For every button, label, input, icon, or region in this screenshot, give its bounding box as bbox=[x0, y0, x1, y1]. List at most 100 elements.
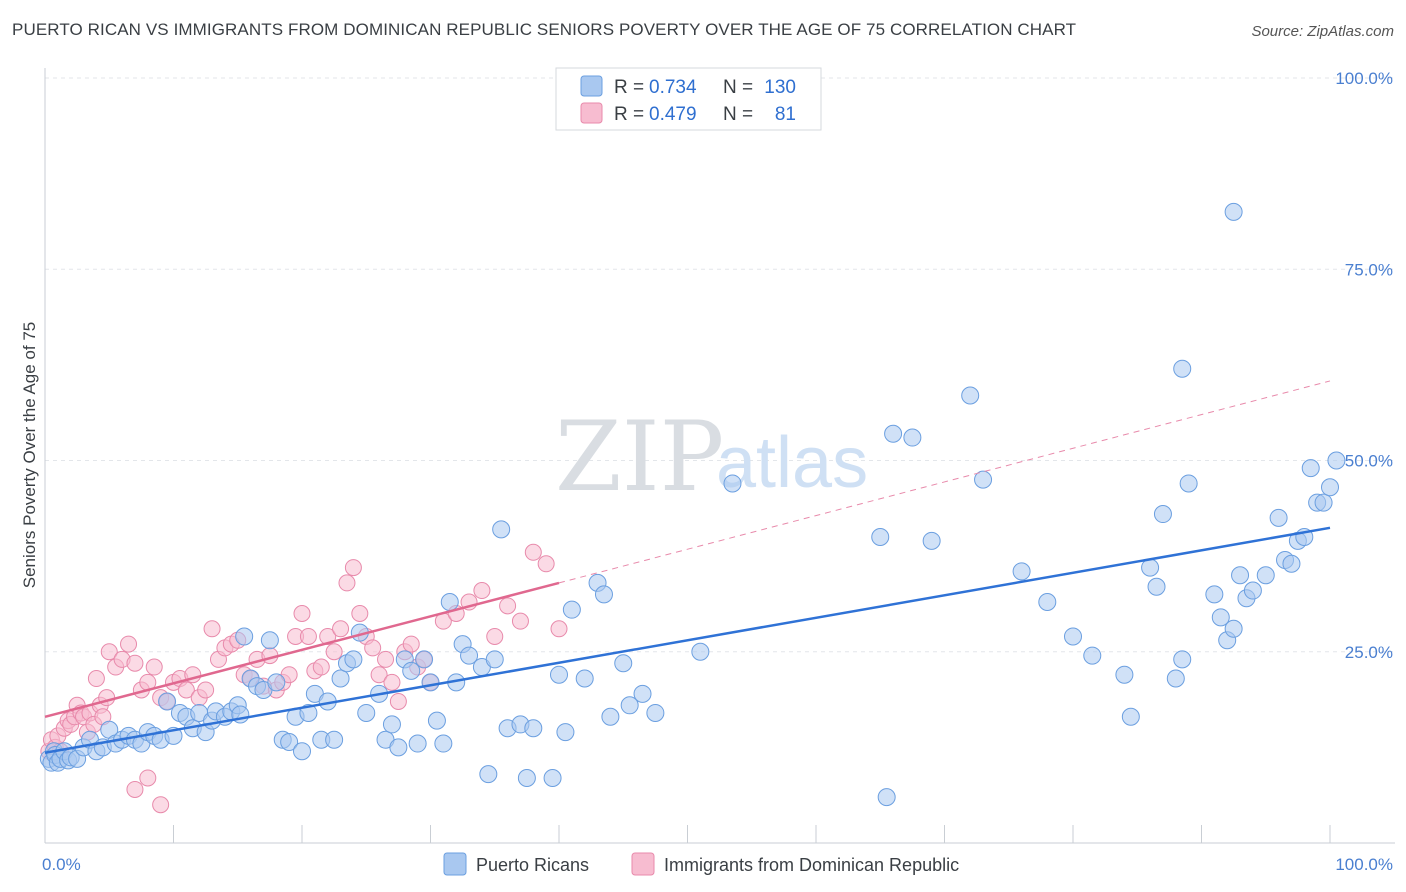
data-point-puerto-rican bbox=[1243, 581, 1262, 600]
legend-r-value: 0.479 bbox=[649, 104, 697, 125]
watermark-zip-text: ZIP bbox=[555, 401, 724, 513]
data-point-dominican bbox=[389, 692, 407, 710]
legend-bottom: Puerto Ricans Immigrants from Dominican … bbox=[443, 852, 959, 876]
data-point-puerto-rican bbox=[485, 650, 504, 669]
data-point-puerto-rican bbox=[427, 711, 446, 730]
legend-label-dominican: Immigrants from Dominican Republic bbox=[664, 855, 959, 875]
data-point-dominican bbox=[486, 627, 504, 645]
y-tick-label: 25.0% bbox=[1345, 643, 1393, 662]
data-point-puerto-rican bbox=[1269, 508, 1288, 527]
data-point-dominican bbox=[280, 666, 298, 684]
data-point-dominican bbox=[332, 620, 350, 638]
data-point-puerto-rican bbox=[460, 646, 479, 665]
axes bbox=[44, 68, 1395, 844]
legend-n-value: 130 bbox=[764, 77, 796, 98]
x-tick-label: 100.0% bbox=[1335, 855, 1393, 874]
data-point-puerto-rican bbox=[1231, 566, 1250, 585]
data-point-puerto-rican bbox=[1256, 566, 1275, 585]
data-point-puerto-rican bbox=[543, 768, 562, 787]
data-point-puerto-rican bbox=[633, 684, 652, 703]
watermark-atlas-text: atlas bbox=[716, 423, 868, 503]
data-point-puerto-rican bbox=[524, 719, 543, 738]
data-point-puerto-rican bbox=[440, 593, 459, 612]
data-point-dominican bbox=[550, 620, 568, 638]
data-point-dominican bbox=[319, 627, 337, 645]
x-tick-label: 0.0% bbox=[42, 855, 81, 874]
data-point-puerto-rican bbox=[344, 650, 363, 669]
data-point-dominican bbox=[126, 654, 144, 672]
data-point-dominican bbox=[537, 555, 555, 573]
legend-r-label: R = bbox=[614, 104, 644, 125]
legend-n-label: N = bbox=[723, 104, 753, 125]
data-point-puerto-rican bbox=[562, 600, 581, 619]
data-point-puerto-rican bbox=[479, 765, 498, 784]
data-point-puerto-rican bbox=[389, 738, 408, 757]
data-point-puerto-rican bbox=[382, 715, 401, 734]
data-point-puerto-rican bbox=[556, 723, 575, 742]
legend-swatch-puerto-ricans bbox=[580, 75, 603, 97]
data-point-puerto-rican bbox=[903, 428, 922, 447]
data-point-dominican bbox=[293, 605, 311, 622]
data-point-puerto-rican bbox=[594, 585, 613, 604]
data-point-puerto-rican bbox=[293, 742, 311, 761]
data-point-puerto-rican bbox=[601, 707, 620, 726]
data-point-puerto-rican bbox=[1121, 707, 1140, 726]
data-point-dominican bbox=[325, 643, 343, 661]
data-point-puerto-rican bbox=[434, 734, 453, 753]
data-point-puerto-rican bbox=[1083, 646, 1102, 665]
data-point-puerto-rican bbox=[415, 650, 434, 669]
data-point-puerto-rican bbox=[357, 703, 376, 722]
data-point-dominican bbox=[402, 635, 420, 653]
data-point-dominican bbox=[364, 639, 382, 657]
data-point-puerto-rican bbox=[158, 692, 177, 711]
data-point-puerto-rican bbox=[1224, 202, 1243, 221]
data-point-puerto-rican bbox=[1038, 593, 1057, 612]
data-point-dominican bbox=[524, 543, 542, 561]
data-point-puerto-rican bbox=[267, 673, 286, 692]
grid-lines bbox=[45, 77, 1395, 653]
trend-line-puerto-ricans bbox=[44, 526, 1331, 754]
data-point-dominican bbox=[370, 666, 388, 684]
data-point-puerto-rican bbox=[1173, 359, 1192, 378]
data-point-puerto-rican bbox=[299, 703, 318, 722]
trend-line-dominican bbox=[44, 581, 560, 718]
legend-n-value: 81 bbox=[775, 104, 796, 125]
data-point-puerto-rican bbox=[1282, 554, 1301, 573]
data-point-puerto-rican bbox=[1141, 558, 1160, 577]
data-point-puerto-rican bbox=[620, 696, 639, 715]
legend-swatch-dominican bbox=[631, 852, 655, 876]
data-point-puerto-rican bbox=[280, 733, 299, 752]
data-point-puerto-rican bbox=[331, 669, 350, 688]
data-point-puerto-rican bbox=[235, 627, 254, 646]
y-tick-label: 75.0% bbox=[1345, 260, 1393, 279]
trend-lines bbox=[44, 380, 1331, 754]
watermark: ZIP atlas bbox=[555, 401, 868, 513]
chart-title: PUERTO RICAN VS IMMIGRANTS FROM DOMINICA… bbox=[12, 20, 1077, 39]
data-point-dominican bbox=[197, 681, 215, 699]
legend-label-puerto-ricans: Puerto Ricans bbox=[476, 855, 589, 875]
data-point-puerto-rican bbox=[922, 531, 941, 550]
data-point-puerto-rican bbox=[1211, 608, 1230, 627]
chart-source: Source: ZipAtlas.com bbox=[1251, 23, 1394, 40]
data-point-puerto-rican bbox=[1064, 627, 1082, 646]
data-point-puerto-rican bbox=[1179, 474, 1198, 493]
data-point-dominican bbox=[120, 635, 138, 653]
data-point-dominican bbox=[383, 673, 401, 691]
data-point-dominican bbox=[203, 620, 221, 638]
data-point-puerto-rican bbox=[1012, 562, 1031, 581]
data-point-dominican bbox=[177, 681, 195, 699]
data-point-dominican bbox=[473, 582, 491, 600]
data-point-puerto-rican bbox=[1321, 478, 1339, 497]
legend-r-label: R = bbox=[614, 77, 644, 98]
data-point-puerto-rican bbox=[871, 528, 890, 546]
data-point-dominican bbox=[299, 627, 317, 645]
data-point-puerto-rican bbox=[492, 520, 511, 539]
y-tick-label: 100.0% bbox=[1335, 69, 1393, 88]
legend-r-value: 0.734 bbox=[649, 77, 697, 98]
data-point-dominican bbox=[312, 658, 330, 676]
data-point-dominican bbox=[351, 605, 369, 622]
data-point-dominican bbox=[87, 670, 105, 688]
data-point-puerto-rican bbox=[1224, 619, 1243, 638]
data-point-puerto-rican bbox=[1301, 459, 1320, 478]
